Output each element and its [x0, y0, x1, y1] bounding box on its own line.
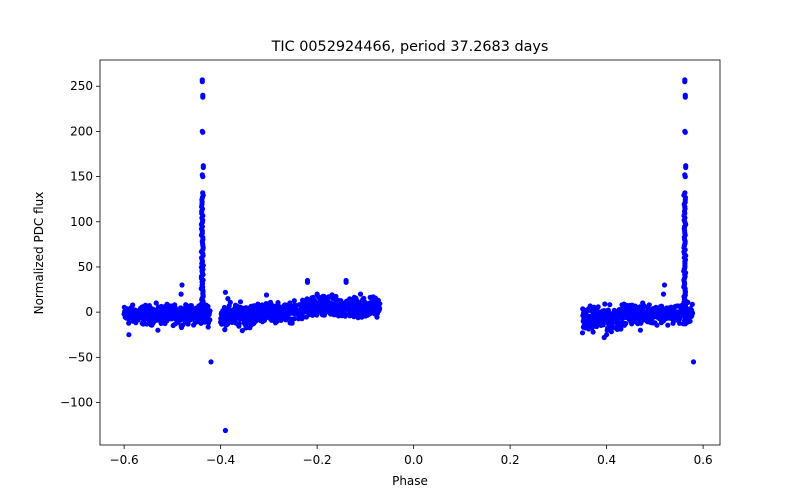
data-point	[237, 321, 242, 326]
x-tick-label: 0.4	[597, 453, 616, 467]
data-point	[207, 317, 212, 322]
data-point	[207, 308, 212, 313]
data-point	[602, 335, 607, 340]
x-tick-label: −0.2	[303, 453, 332, 467]
data-point	[200, 174, 205, 179]
data-point	[179, 282, 184, 287]
data-point	[200, 190, 205, 195]
y-tick-label: −50	[68, 350, 93, 364]
data-point	[647, 302, 652, 307]
axis-ticks: −0.6 −0.4 −0.2 0.0 0.2 0.4 0.6 −100 −50 0 50 100 150…	[60, 79, 713, 467]
data-point	[315, 292, 320, 297]
data-point	[688, 319, 693, 324]
y-tick-label: 100	[70, 215, 93, 229]
data-point	[580, 330, 585, 335]
data-point	[661, 292, 666, 297]
data-point	[665, 323, 670, 328]
data-point	[358, 292, 363, 297]
data-point	[126, 332, 131, 337]
data-point	[305, 280, 310, 285]
data-point	[225, 296, 230, 301]
data-point	[638, 328, 643, 333]
data-point	[690, 311, 695, 316]
data-point	[377, 306, 382, 311]
y-tick-label: 200	[70, 124, 93, 138]
data-point	[662, 282, 667, 287]
x-tick-label: 0.0	[404, 453, 423, 467]
data-point	[690, 302, 695, 307]
data-point	[222, 327, 227, 332]
data-point	[691, 359, 696, 364]
data-point	[683, 95, 688, 100]
data-point	[130, 302, 135, 307]
data-point	[201, 165, 206, 170]
x-tick-label: 0.6	[694, 453, 713, 467]
y-tick-label: −100	[60, 396, 93, 410]
x-tick-label: −0.4	[206, 453, 235, 467]
chart-title: TIC 0052924466, period 37.2683 days	[271, 39, 549, 55]
x-tick-label: 0.2	[501, 453, 520, 467]
y-tick-label: 250	[70, 79, 93, 93]
data-point	[264, 292, 269, 297]
y-axis-label: Normalized PDC flux	[32, 192, 46, 315]
data-point	[609, 329, 614, 334]
data-point	[200, 130, 205, 135]
data-point	[682, 79, 687, 84]
data-point	[602, 301, 607, 306]
data-point	[179, 292, 184, 297]
scatter-chart: TIC 0052924466, period 37.2683 days −0.6…	[0, 0, 800, 500]
data-point	[238, 299, 243, 304]
data-point	[223, 428, 228, 433]
data-point	[200, 95, 205, 100]
data-point	[208, 359, 213, 364]
plot-frame	[100, 60, 720, 445]
x-axis-label: Phase	[392, 474, 428, 488]
data-point	[623, 321, 628, 326]
y-tick-label: 50	[78, 260, 93, 274]
data-point	[683, 165, 688, 170]
data-point	[596, 304, 601, 309]
x-tick-label: −0.6	[110, 453, 139, 467]
data-point	[654, 323, 659, 328]
data-point	[155, 328, 160, 333]
data-point	[683, 130, 688, 135]
y-tick-label: 0	[85, 305, 93, 319]
data-point	[682, 190, 687, 195]
y-tick-label: 150	[70, 170, 93, 184]
data-point	[591, 329, 596, 334]
data-points	[122, 77, 697, 433]
data-point	[683, 174, 688, 179]
data-point	[607, 302, 612, 307]
data-point	[377, 301, 382, 306]
data-point	[200, 79, 205, 84]
data-point	[344, 280, 349, 285]
data-point	[223, 290, 228, 295]
